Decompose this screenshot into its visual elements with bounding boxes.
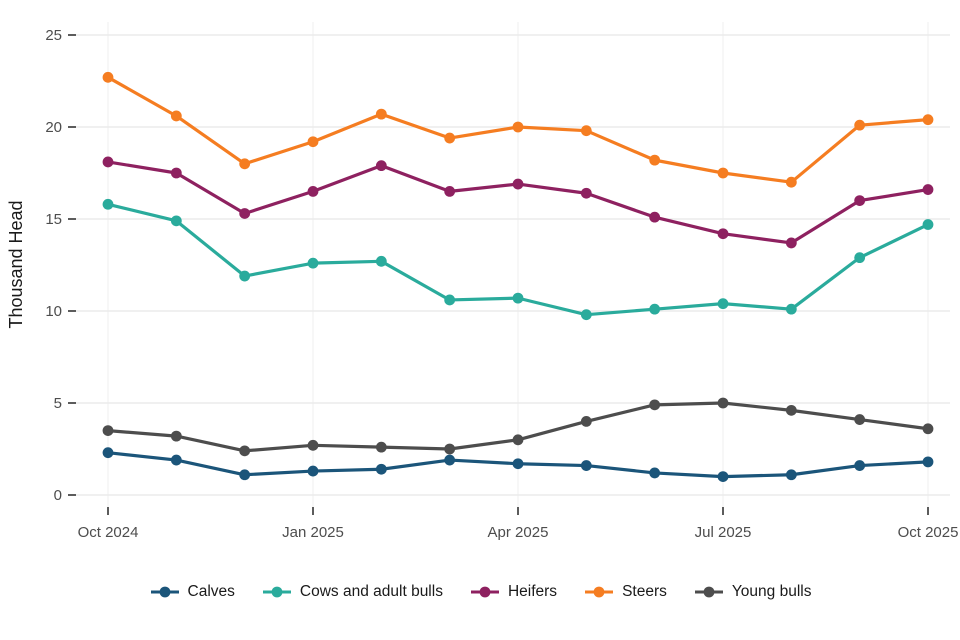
series-point-steers [375,108,387,120]
series-point-young-bulls [785,404,797,416]
series-point-heifers [717,228,729,240]
legend-label-steers: Steers [622,583,667,600]
series-point-calves [512,458,524,470]
series-point-steers [649,154,661,166]
legend-label-heifers: Heifers [507,583,558,600]
series-point-young-bulls [307,439,319,451]
series-point-steers [444,132,456,144]
series-point-steers [922,114,934,126]
series-point-calves [307,465,319,477]
x-tick-label: Apr 2025 [488,524,549,541]
series-point-calves [444,454,456,466]
series-point-steers [717,167,729,179]
y-tick-label: 15 [45,211,62,228]
series-point-young-bulls [170,430,182,442]
legend-item-calves: Calves [149,583,235,601]
series-point-steers [239,158,251,170]
y-tick-label: 20 [45,119,62,136]
series-point-calves [580,460,592,471]
series-point-heifers [649,211,661,223]
series-point-steers [854,119,866,131]
series-point-heifers [307,186,319,197]
series-point-young-bulls [512,434,524,446]
series-point-young-bulls [717,397,729,409]
series-point-young-bulls [649,399,661,411]
series-point-cows-and-adult-bulls [239,270,251,282]
series-point-cows-and-adult-bulls [307,257,319,269]
series-point-calves [785,469,797,481]
series-point-cows-and-adult-bulls [580,309,592,321]
y-tick-label: 0 [54,487,62,504]
series-point-cows-and-adult-bulls [785,303,797,315]
series-point-heifers [239,208,251,219]
legend-item-cows-and-adult-bulls: Cows and adult bulls [261,583,443,601]
series-point-cows-and-adult-bulls [170,215,182,227]
x-tick-label: Jan 2025 [282,524,344,541]
series-point-cows-and-adult-bulls [854,252,866,264]
x-tick-label: Jul 2025 [695,524,752,541]
series-point-steers [170,110,182,122]
legend-key-heifers-icon [470,586,499,598]
series-point-cows-and-adult-bulls [512,292,524,304]
series-point-calves [170,454,182,466]
y-tick-label: 25 [45,27,62,44]
series-point-heifers [375,160,387,172]
x-tick-label: Oct 2025 [898,524,959,541]
legend-label-young-bulls: Young bulls [731,583,812,600]
line-chart: 0 5 10 15 20 25 Oct 2024 Jan 2025 Apr 2025 Jul 20… [0,2,960,557]
chart-canvas: 0 5 10 15 20 25 Oct 2024 Jan 2025 Apr 2025 Jul 20… [6,22,959,541]
series-point-steers [512,121,524,133]
y-axis-title: Thousand Head [6,200,26,328]
series-point-calves [717,471,729,482]
chart-legend: Calves Cows and adult bulls Heifers Stee… [0,583,960,601]
legend-item-steers: Steers [583,583,667,601]
legend-item-heifers: Heifers [469,583,557,601]
legend-key-young-bulls-icon [694,586,723,598]
series-point-cows-and-adult-bulls [444,294,456,306]
series-point-young-bulls [375,441,387,453]
series-point-young-bulls [239,445,251,457]
legend-key-steers-icon [585,586,614,598]
series-point-cows-and-adult-bulls [102,198,114,210]
series-point-cows-and-adult-bulls [649,303,661,315]
series-point-young-bulls [444,443,456,455]
legend-item-young-bulls: Young bulls [693,583,812,601]
legend-label-cows-and-adult-bulls: Cows and adult bulls [299,583,443,600]
series-point-heifers [512,178,524,190]
series-point-cows-and-adult-bulls [375,255,387,267]
series-point-calves [854,460,866,471]
series-point-young-bulls [102,425,114,436]
legend-key-cows-and-adult-bulls-icon [262,586,291,598]
series-point-steers [580,125,592,137]
series-point-calves [375,463,387,475]
x-tick-label: Oct 2024 [78,524,139,541]
y-tick-label: 10 [45,303,62,320]
series-point-steers [785,176,797,188]
series-point-steers [102,71,114,83]
series-point-heifers [785,237,797,249]
series-point-calves [102,447,114,459]
series-point-young-bulls [922,423,934,435]
series-point-heifers [444,186,456,197]
y-tick-label: 5 [54,395,62,412]
series-point-calves [239,469,251,481]
series-point-steers [307,136,319,148]
series-point-heifers [854,195,866,207]
series-point-cows-and-adult-bulls [922,219,934,230]
legend-key-calves-icon [150,586,179,598]
series-point-cows-and-adult-bulls [717,298,729,310]
series-point-heifers [170,167,182,179]
series-point-young-bulls [854,414,866,425]
series-point-heifers [922,184,934,195]
series-point-calves [649,467,661,479]
series-point-heifers [580,187,592,199]
series-point-calves [922,456,934,468]
legend-label-calves: Calves [187,583,235,600]
series-point-heifers [102,156,114,168]
series-point-young-bulls [580,416,592,427]
